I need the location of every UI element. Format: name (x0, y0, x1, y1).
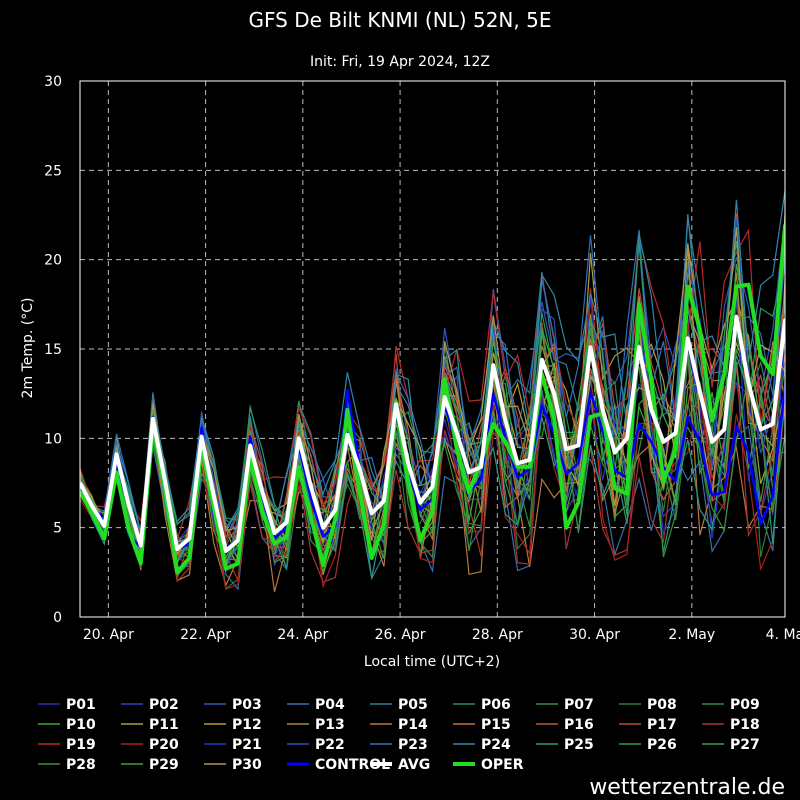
legend-label: P29 (149, 757, 179, 773)
x-tick-label: 28. Apr (472, 627, 523, 643)
legend-label: P06 (481, 697, 511, 713)
x-tick-label: 26. Apr (375, 627, 426, 643)
legend-label: P30 (232, 757, 262, 773)
legend-label: P17 (647, 717, 677, 733)
y-tick-label: 30 (44, 74, 62, 90)
legend-label: CONTROL (315, 757, 390, 773)
legend-label: P11 (149, 717, 179, 733)
legend-label: P28 (66, 757, 96, 773)
legend-label: P19 (66, 737, 96, 753)
legend-label: P26 (647, 737, 677, 753)
legend-label: P15 (481, 717, 511, 733)
series-line-oper (80, 223, 785, 575)
legend-label: P22 (315, 737, 345, 753)
legend-label: P09 (730, 697, 760, 713)
legend-label: P12 (232, 717, 262, 733)
legend-label: AVG (398, 757, 430, 773)
legend-label: P02 (149, 697, 179, 713)
legend-label: P21 (232, 737, 262, 753)
x-tick-label: 2. May (668, 627, 715, 643)
y-tick-label: 15 (44, 342, 62, 358)
y-tick-label: 10 (44, 431, 62, 447)
credit-text: wetterzentrale.de (589, 775, 785, 800)
legend-label: P08 (647, 697, 677, 713)
legend-label: P01 (66, 697, 96, 713)
series-line-avg (80, 314, 785, 553)
legend-label: OPER (481, 757, 524, 773)
legend-label: P24 (481, 737, 511, 753)
x-tick-label: 20. Apr (83, 627, 134, 643)
y-tick-label: 25 (44, 163, 62, 179)
chart-title: GFS De Bilt KNMI (NL) 52N, 5E (249, 8, 552, 32)
legend-label: P03 (232, 697, 262, 713)
legend: P01 P02 P03 P04 P05 P06 P07 P08 P09 P10 P11 P12 P13 P… (38, 697, 760, 773)
chart-subtitle: Init: Fri, 19 Apr 2024, 12Z (310, 54, 490, 70)
legend-label: P20 (149, 737, 179, 753)
legend-label: P25 (564, 737, 594, 753)
y-tick-labels: 0 5 10 15 20 25 30 (44, 74, 62, 626)
y-tick-label: 5 (53, 521, 62, 537)
x-tick-label: 24. Apr (277, 627, 328, 643)
main-series-lines (80, 223, 785, 575)
y-tick-label: 20 (44, 253, 62, 269)
legend-label: P16 (564, 717, 594, 733)
plot-frame (79, 80, 786, 618)
legend-label: P18 (730, 717, 760, 733)
y-tick-label: 0 (53, 610, 62, 626)
legend-label: P14 (398, 717, 428, 733)
legend-label: P13 (315, 717, 345, 733)
legend-label: P07 (564, 697, 594, 713)
legend-label: P23 (398, 737, 428, 753)
x-tick-label: 22. Apr (180, 627, 231, 643)
x-axis-label: Local time (UTC+2) (364, 654, 500, 670)
y-axis-label: 2m Temp. (°C) (20, 298, 36, 399)
legend-label: P27 (730, 737, 760, 753)
member-line-p20 (80, 369, 785, 591)
x-tick-label: 30. Apr (569, 627, 620, 643)
member-line-p24 (80, 190, 785, 537)
legend-label: P04 (315, 697, 345, 713)
legend-label: P05 (398, 697, 428, 713)
x-tick-labels: 20. Apr 22. Apr 24. Apr 26. Apr 28. Apr 30. A… (83, 627, 800, 643)
legend-label: P10 (66, 717, 96, 733)
x-tick-label: 4. May (766, 627, 800, 643)
